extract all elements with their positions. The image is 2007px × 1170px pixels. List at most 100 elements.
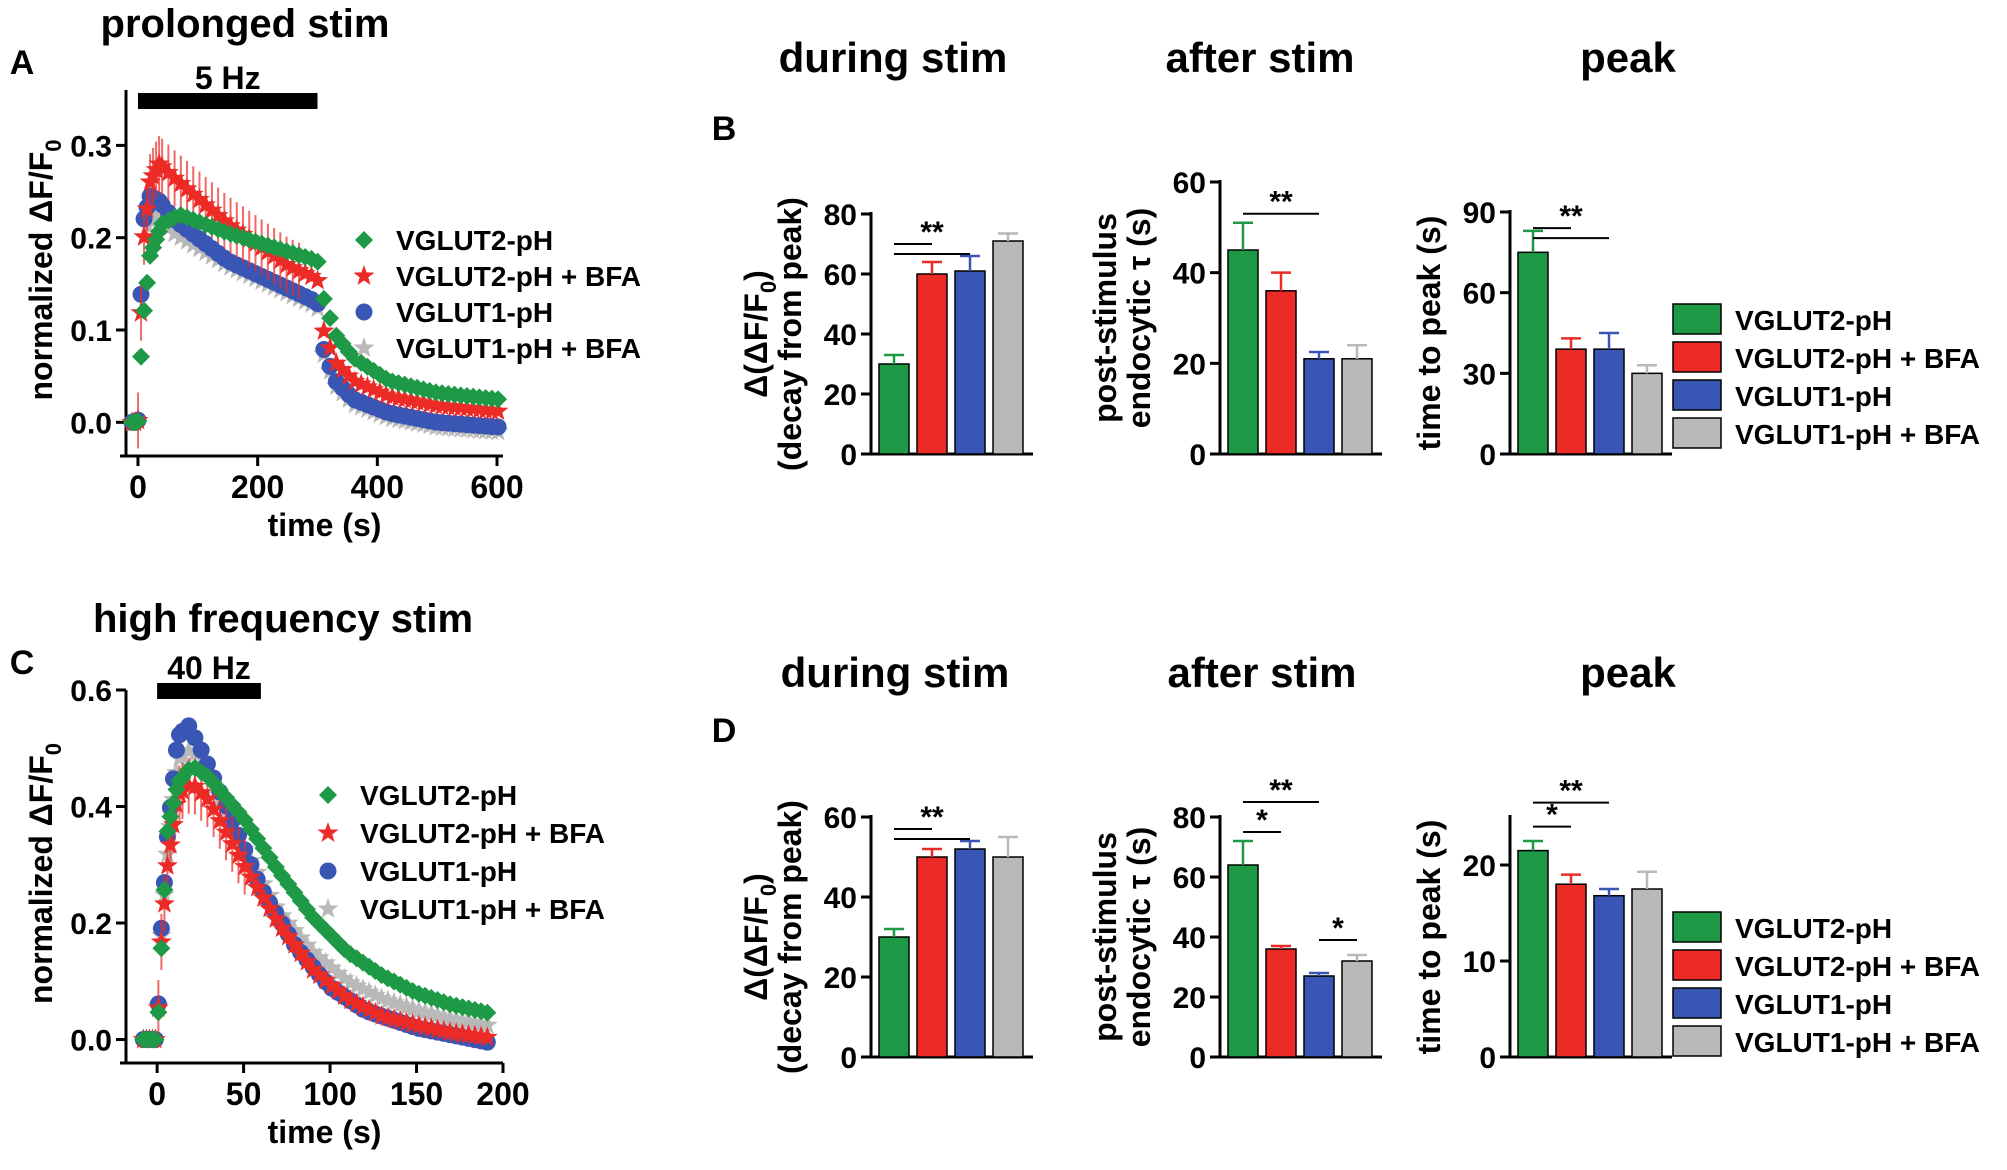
data-point [487,400,509,421]
data-point [296,950,318,971]
data-point [302,958,324,979]
data-point [265,908,287,928]
y-axis-label: time to peak (s) [1411,820,1447,1055]
data-point [157,854,178,875]
data-point [160,834,181,854]
legend-marker [355,303,373,321]
panel-label-C: C [10,644,35,682]
panel-title: after stim [1165,34,1354,81]
data-point [314,289,333,308]
y-tick-label: 80 [1173,802,1206,835]
legend-label: VGLUT1-pH + BFA [396,333,641,364]
y-tick-label: 0.6 [70,675,112,708]
y-tick-label: 20 [824,962,857,995]
panel-title: during stim [779,34,1008,81]
data-point [164,167,185,188]
bar-vglut2-ph [1227,864,1259,1058]
y-axis-label: normalized ΔF/F0 [23,743,66,1004]
significance-label: ** [1269,774,1293,807]
y-axis-label: endocytic τ (s) [1121,208,1157,429]
data-point [259,897,281,918]
data-point [135,301,154,320]
data-point [308,964,330,985]
data-point [190,781,212,802]
legend-marker [317,822,339,842]
data-point [189,188,210,209]
data-point [319,336,341,357]
x-tick-label: 100 [303,1076,356,1112]
bar-vglut2-ph [1517,251,1549,455]
data-point [340,971,361,992]
data-point [346,992,368,1013]
data-point [157,161,179,182]
bar-vglut1-ph-bfa [1341,358,1373,455]
data-point [182,183,204,204]
data-point [151,155,173,176]
x-tick-label: 200 [231,469,284,505]
bar-vglut1-ph-bfa [1341,960,1373,1058]
data-point [153,892,175,913]
y-tick-label: 20 [1463,850,1496,883]
legend-label: VGLUT1-pH [360,856,517,887]
bar-vglut2-ph [878,363,910,455]
data-point [489,390,508,409]
x-tick-label: 600 [470,469,523,505]
data-point [252,887,274,907]
legend-label: VGLUT2-pH [1735,305,1892,336]
bar-vglut2-ph-bfa [1265,290,1297,455]
panel-B3: peak 0 30 60 90 time to peak (s) ** VGLUT2-pH VG… [1411,34,1980,472]
y-tick-label: 20 [824,379,857,412]
legend-swatch [1672,949,1722,981]
y-axis-label: post-stimulus [1087,213,1123,423]
data-point [196,788,218,808]
legend-marker [319,786,337,804]
data-point [207,204,229,225]
bar-vglut1-ph-bfa [1631,888,1663,1058]
y-axis-label: post-stimulus [1087,832,1123,1042]
data-point [363,378,385,399]
bar-vglut1-ph-bfa [992,856,1024,1058]
data-point [228,844,249,865]
panel-D3: peak 0 10 20 time to peak (s) *** VGLUT2-pH VGL… [1411,649,1980,1075]
data-point [489,418,507,436]
data-point [476,1026,498,1047]
x-tick-label: 150 [390,1076,443,1112]
bar-vglut1-ph [1593,348,1625,455]
x-tick-label: 50 [226,1076,262,1112]
data-point [315,969,336,990]
data-point [364,984,386,1005]
significance-label: ** [920,801,944,834]
data-point [152,939,171,958]
y-tick-label: 60 [1463,278,1496,311]
legend-label: VGLUT1-pH + BFA [1735,1027,1980,1058]
y-tick-label: 60 [1173,167,1206,200]
y-axis-label: (decay from peak) [772,197,808,471]
data-point [308,946,330,967]
y-tick-label: 90 [1463,197,1496,230]
data-point [195,194,217,214]
panel-label-A: A [10,44,35,82]
data-point [271,917,293,938]
y-tick-label: 0.3 [70,130,112,163]
data-point [203,798,225,819]
legend-marker [353,337,375,357]
y-tick-label: 60 [1173,862,1206,895]
legend-marker [355,231,373,249]
data-point [358,981,380,1002]
legend-label: VGLUT1-pH [396,297,553,328]
data-point [352,995,374,1016]
significance-label: ** [1559,200,1583,233]
legend-label: VGLUT1-pH [1735,989,1892,1020]
y-tick-label: 40 [824,882,857,915]
data-point [332,358,353,379]
data-point [357,375,378,396]
data-point [301,265,322,286]
data-point [276,253,297,274]
data-point [338,365,360,385]
data-point [321,974,343,995]
y-tick-label: 80 [824,199,857,232]
bar-vglut2-ph-bfa [1555,348,1587,455]
